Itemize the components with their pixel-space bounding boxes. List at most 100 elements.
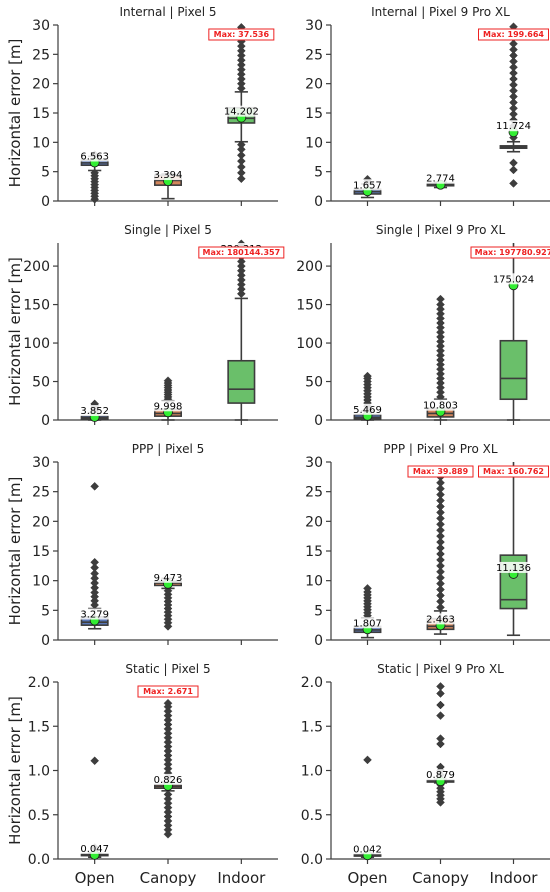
outlier-point: [436, 351, 445, 360]
outlier-point: [436, 332, 445, 342]
max-label: Max: 37.536: [214, 30, 270, 39]
box-open: 0.042: [350, 755, 385, 861]
outlier-point: [436, 484, 445, 494]
outlier-point: [90, 557, 100, 567]
y-tick-label: 25: [32, 47, 50, 63]
y-tick-label: 25: [32, 485, 50, 501]
mean-label-bg: [423, 613, 458, 625]
mean-label: 11.136: [496, 563, 531, 574]
mean-label: 0.047: [80, 844, 109, 855]
outlier-point: [436, 300, 445, 309]
y-tick-label: 1.0: [28, 764, 50, 780]
mean-label-bg: [350, 403, 385, 415]
outlier-point: [90, 569, 100, 578]
outlier-point: [436, 496, 445, 505]
mean-label-bg: [77, 405, 112, 417]
outlier-point: [90, 563, 100, 572]
outlier-point: [436, 355, 445, 365]
outlier-point: [509, 68, 518, 78]
max-label-box: [137, 685, 199, 698]
outlier-point: [236, 266, 246, 276]
mean-label: 0.826: [154, 775, 183, 786]
mean-label: 1.807: [353, 618, 382, 629]
box-iqr: [499, 339, 528, 401]
outlier-point: [163, 728, 173, 738]
y-tick-label: 0: [41, 194, 50, 210]
box-open: 5.469: [350, 371, 385, 421]
y-tick-label: 0: [314, 633, 323, 649]
outlier-point: [509, 51, 518, 60]
outlier-point: [436, 711, 445, 720]
outlier-point: [163, 724, 173, 734]
outlier-point: [436, 585, 445, 594]
mean-label: 2.774: [426, 174, 455, 185]
outlier-point: [509, 158, 518, 168]
outlier-point: [236, 79, 246, 89]
box-canopy: 2.463 Max: 39.889: [407, 465, 474, 635]
y-tick-label: 2.0: [28, 675, 50, 691]
mean-label: 5.469: [353, 405, 382, 416]
outlier-point: [363, 584, 372, 593]
x-tick-label-canopy: Canopy: [140, 869, 197, 887]
max-label: Max: 160.762: [483, 467, 544, 476]
y-axis-label: Horizontal error [m]: [6, 477, 24, 626]
y-tick-label: 15: [32, 544, 50, 560]
mean-label: 3.852: [80, 406, 109, 417]
outlier-point: [236, 168, 246, 178]
y-tick-label: 0.5: [28, 808, 50, 824]
outlier-point: [163, 742, 173, 751]
outlier-point: [236, 284, 246, 294]
y-tick-label: 150: [296, 298, 323, 314]
outlier-point: [90, 168, 100, 178]
box-canopy: 2.774: [423, 172, 458, 190]
outlier-point: [436, 514, 445, 523]
outlier-point: [236, 145, 246, 154]
outlier-point: [436, 364, 445, 374]
outlier-point: [163, 733, 173, 743]
outlier-point: [436, 478, 445, 488]
outlier-point: [163, 706, 173, 716]
y-tick-label: 15: [305, 544, 323, 560]
y-tick-label: 15: [32, 106, 50, 122]
y-tick-label: 200: [296, 259, 323, 275]
outlier-point: [363, 755, 372, 765]
panel-title: Single | Pixel 9 Pro XL: [376, 223, 506, 237]
y-tick-label: 50: [305, 375, 323, 391]
x-tick-label-open: Open: [347, 869, 387, 887]
outlier-point: [509, 86, 518, 96]
box-indoor: 220.312Max: 180144.357: [198, 239, 285, 421]
outlier-point: [509, 62, 518, 72]
outlier-point: [363, 371, 372, 381]
max-label-box: [478, 465, 549, 478]
y-tick-label: 30: [32, 455, 50, 471]
outlier-point: [163, 759, 173, 769]
outlier-point: [163, 737, 173, 747]
outlier-point: [436, 294, 445, 304]
outlier-point: [436, 561, 445, 571]
y-tick-label: 0.5: [301, 808, 323, 824]
box-canopy: 3.394: [150, 169, 186, 200]
y-tick-label: 0.0: [28, 852, 50, 868]
y-axis-label: Horizontal error [m]: [6, 257, 24, 406]
max-label-box: [407, 465, 474, 478]
panel-title: Static | Pixel 9 Pro XL: [377, 662, 504, 676]
y-tick-label: 0: [41, 413, 50, 429]
panel-title: Internal | Pixel 9 Pro XL: [371, 5, 510, 19]
mean-label-bg: [493, 120, 534, 132]
mean-label-bg: [221, 105, 262, 117]
panel-title: Internal | Pixel 5: [119, 5, 216, 19]
box-canopy: 9.473: [150, 571, 186, 631]
outlier-point: [236, 280, 246, 289]
outlier-point: [509, 98, 518, 107]
mean-label-bg: [150, 400, 186, 412]
box-open: 0.047: [77, 756, 112, 860]
outlier-point: [163, 711, 173, 720]
mean-label: 10.803: [423, 401, 458, 412]
y-tick-label: 15: [305, 106, 323, 122]
outlier-point: [236, 275, 246, 285]
x-tick-label-canopy: Canopy: [412, 869, 469, 887]
outlier-point: [436, 374, 445, 383]
mean-label: 14.202: [224, 107, 259, 118]
outlier-point: [509, 109, 518, 119]
